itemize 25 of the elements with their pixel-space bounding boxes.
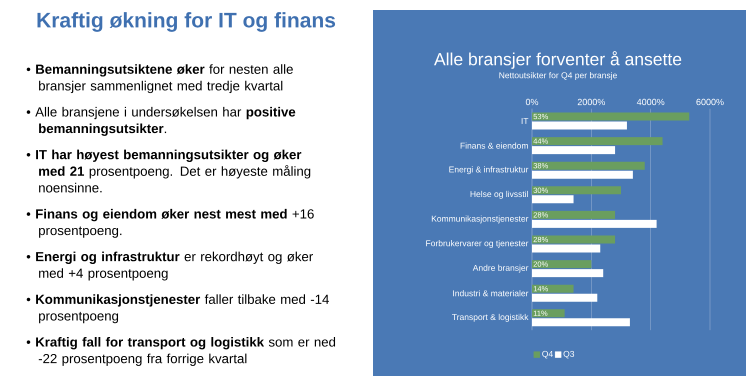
text: • Finans og eiendom øker nest mest med +16 prosentpoeng. [26, 208, 314, 238]
text: • Alle bransjene i undersøkelsen har positive bemanningsutsikter. [26, 106, 296, 136]
legend-label: Q3 [564, 350, 574, 358]
x-tick-label: 2000% [578, 98, 606, 106]
text: Kraftig økning for IT og finans [38, 12, 336, 32]
x-tick-label: 4000% [636, 98, 664, 106]
text: • IT har høyest bemanningsutsikter og øker med 21 prosentpoeng. Det er høyeste måling noensinne. [26, 150, 310, 192]
legend-label: Q4 [542, 350, 553, 358]
text: • Kommunikasjonstjenester faller tilbake med -14 prosentpoeng [26, 294, 329, 324]
y-tick-label: Forbrukervarer og tjenester [426, 240, 528, 248]
x-tick-label: 0% [526, 98, 538, 106]
text: • Energi og infrastruktur er rekordhøyt og øker med +4 prosentpoeng [26, 252, 313, 280]
text: • Kraftig fall for transport og logistikk som er ned -22 prosentpoeng fra forrige kvartal [26, 336, 336, 366]
y-tick-label: Energi & infrastruktur [449, 166, 528, 174]
y-tick-label: Helse og livsstil [470, 190, 528, 199]
y-tick-label: Andre bransjer [472, 264, 528, 273]
y-tick-label: Industri & materialer [453, 290, 528, 296]
chart-title: Alle bransjer forventer å ansette [434, 51, 682, 69]
y-tick-label: IT [522, 118, 528, 124]
text: • Bemanningsutsiktene øker for nesten alle bransjer sammenlignet med tredje kvartal [26, 64, 293, 94]
x-tick-label: 6000% [696, 98, 724, 106]
y-tick-label: Kommunikasjonstjenester [432, 215, 528, 224]
chart-subtitle: Nettoutsikter for Q4 per bransje [499, 72, 617, 80]
y-tick-label: Transport & logistikk [452, 314, 528, 322]
y-tick-label: Finans & eiendom [460, 142, 528, 149]
